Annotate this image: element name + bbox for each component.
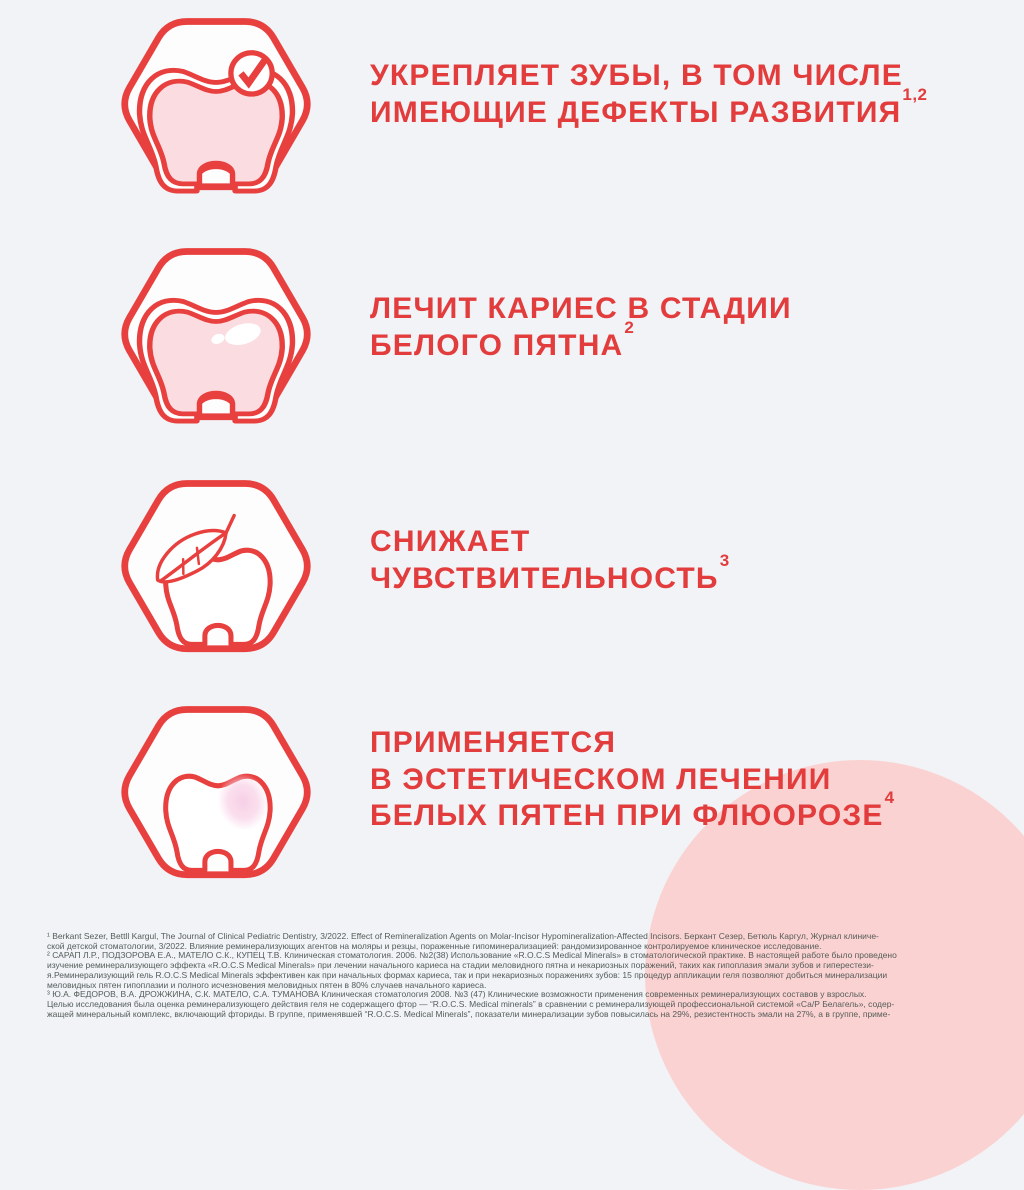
- footnote-ref: 3: [719, 550, 730, 570]
- heading-line: ЧУВСТВИТЕЛЬНОСТЬ3: [370, 552, 729, 598]
- heading-line: УКРЕПЛЯЕТ ЗУБЫ, В ТОМ ЧИСЛЕ: [370, 58, 927, 95]
- heading-text: В ЭСТЕТИЧЕСКОМ ЛЕЧЕНИИ: [370, 762, 832, 796]
- feather-shape: [155, 513, 236, 584]
- footnote-line: ² САРАП Л.Р., ПОДЗОРОВА Е.А., МАТЕЛО С.К…: [47, 951, 897, 961]
- footnote-ref: 1,2: [902, 84, 928, 104]
- heading-text: ЛЕЧИТ КАРИЕС В СТАДИИ: [370, 292, 792, 325]
- tooth-white-spot-icon: [118, 243, 314, 431]
- footnote-line: ³ Ю.А. ФЕДОРОВ, В.А. ДРОЖЖИНА, С.К. МАТЕ…: [47, 990, 867, 1000]
- white-spot-shape: [211, 323, 261, 346]
- heading-text: СНИЖАЕТ: [370, 525, 531, 558]
- heading-line: БЕЛЫХ ПЯТЕН ПРИ ФЛЮОРОЗЕ4: [370, 789, 894, 835]
- benefit-1-icon-box: [118, 13, 314, 201]
- heading-line: ПРИМЕНЯЕТСЯ: [370, 725, 894, 762]
- footnote-line: изучение реминерализующего эффекта «R.O.…: [47, 961, 874, 971]
- check-circle-icon: [228, 50, 275, 97]
- heading-line: СНИЖАЕТ: [370, 524, 729, 561]
- heading-text: ПРИМЕНЯЕТСЯ: [370, 726, 617, 759]
- footnote-ref: 2: [624, 317, 635, 337]
- benefit-3-heading: СНИЖАЕТ ЧУВСТВИТЕЛЬНОСТЬ3: [370, 524, 729, 597]
- benefit-2-icon-box: [118, 243, 314, 431]
- infographic-page: { "page": { "background_color": "#f1f3f7…: [47, 13, 1024, 1190]
- benefit-1-heading: УКРЕПЛЯЕТ ЗУБЫ, В ТОМ ЧИСЛЕ ИМЕЮЩИЕ ДЕФЕ…: [370, 58, 927, 131]
- tooth-check-icon: [118, 13, 314, 201]
- benefit-4-heading: ПРИМЕНЯЕТСЯ В ЭСТЕТИЧЕСКОМ ЛЕЧЕНИИ БЕЛЫХ…: [370, 725, 894, 835]
- footnote-line: Целью исследования была оценка реминерал…: [47, 999, 895, 1009]
- footnote-line: ской детской стоматологии, 3/2022. Влиян…: [47, 941, 822, 951]
- footnote-line: я.Реминерализующий гель R.O.C.S Medical …: [47, 970, 888, 980]
- heading-text: БЕЛЫХ ПЯТЕН ПРИ ФЛЮОРОЗЕ: [370, 799, 884, 832]
- heading-line: ЛЕЧИТ КАРИЕС В СТАДИИ: [370, 291, 792, 328]
- tooth-feather-icon: [118, 475, 314, 663]
- footnotes-block: ¹ Berkant Sezer, Bettll Kargul, The Jour…: [47, 932, 1007, 1019]
- footnote-line: меловидных пятен гипоплазии и полного ис…: [47, 980, 487, 990]
- footnote-3: ³ Ю.А. ФЕДОРОВ, В.А. ДРОЖЖИНА, С.К. МАТЕ…: [47, 990, 1007, 1019]
- heading-line: ИМЕЮЩИЕ ДЕФЕКТЫ РАЗВИТИЯ1,2: [370, 86, 927, 132]
- heading-text: ЧУВСТВИТЕЛЬНОСТЬ: [370, 561, 719, 595]
- footnote-1: ¹ Berkant Sezer, Bettll Kargul, The Jour…: [47, 932, 1007, 951]
- benefit-4-icon-box: [118, 701, 314, 889]
- heading-text: УКРЕПЛЯЕТ ЗУБЫ, В ТОМ ЧИСЛЕ: [370, 59, 904, 92]
- heading-line: БЕЛОГО ПЯТНА2: [370, 319, 792, 365]
- heading-text: БЕЛОГО ПЯТНА: [370, 328, 624, 362]
- benefit-3-icon-box: [118, 475, 314, 663]
- footnote-line: жащей минеральный комплекс, включающий ф…: [47, 1009, 891, 1019]
- benefit-2-heading: ЛЕЧИТ КАРИЕС В СТАДИИ БЕЛОГО ПЯТНА2: [370, 291, 792, 364]
- tooth-fluorosis-icon: [118, 701, 314, 889]
- footnote-ref: 4: [884, 788, 895, 807]
- footnote-2: ² САРАП Л.Р., ПОДЗОРОВА Е.А., МАТЕЛО С.К…: [47, 951, 1007, 990]
- footnote-line: ¹ Berkant Sezer, Bettll Kargul, The Jour…: [47, 932, 879, 941]
- heading-text: ИМЕЮЩИЕ ДЕФЕКТЫ РАЗВИТИЯ: [370, 95, 902, 129]
- pink-spot-shape: [217, 773, 269, 831]
- heading-line: В ЭСТЕТИЧЕСКОМ ЛЕЧЕНИИ: [370, 762, 894, 799]
